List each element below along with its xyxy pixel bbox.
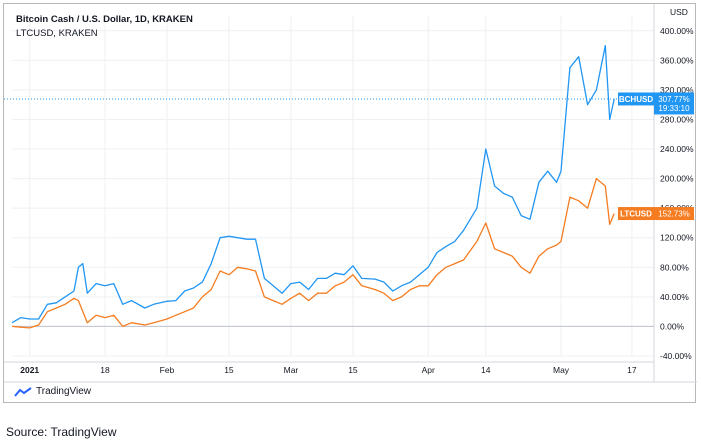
x-tick-label: Feb — [160, 365, 175, 375]
x-tick-label: 15 — [348, 365, 358, 375]
series-line-bchusd — [11, 44, 615, 324]
tradingview-logo[interactable]: TradingView — [14, 386, 91, 397]
y-tick-label: -40.00% — [660, 351, 692, 361]
series-name-tag-bchusd — [618, 92, 654, 106]
x-tick-label: Mar — [284, 365, 299, 375]
series-value-label-ltcusd: 152.73% — [658, 210, 690, 219]
source-caption: Source: TradingView — [6, 425, 117, 439]
tradingview-logo-text: TradingView — [36, 386, 92, 397]
x-tick-label: 14 — [481, 365, 491, 375]
series-value-badge-ltcusd — [654, 207, 694, 221]
y-tick-label: 280.00% — [660, 114, 694, 124]
chart-title: Bitcoin Cash / U.S. Dollar, 1D, KRAKEN — [16, 14, 193, 25]
x-tick-label: 18 — [100, 365, 110, 375]
y-tick-label: 320.00% — [660, 85, 694, 95]
tradingview-logo-icon — [14, 386, 32, 397]
series-countdown-label: 19:33:10 — [658, 104, 690, 113]
y-tick-label: 80.00% — [660, 262, 689, 272]
x-tick-label: 2021 — [20, 365, 39, 375]
y-tick-label: 240.00% — [660, 144, 694, 154]
chart-svg: 400.00% 360.00% 320.00% 280.00% 240.00% 200.0… — [4, 4, 697, 383]
y-tick-label: 40.00% — [660, 292, 689, 302]
chart-subtitle: LTCUSD, KRAKEN — [16, 28, 98, 39]
y-tick-label: 200.00% — [660, 174, 694, 184]
x-tick-label: Apr — [422, 365, 435, 375]
series-value-badge-bchusd — [654, 92, 694, 115]
y-tick-label: 400.00% — [660, 26, 694, 36]
chart-frame: 400.00% 360.00% 320.00% 280.00% 240.00% 200.0… — [3, 3, 697, 403]
y-tick-label: 0.00% — [660, 321, 685, 331]
price-axis-unit: USD — [670, 7, 688, 17]
series-line-ltcusd — [11, 177, 615, 329]
series-name-tag-ltcusd — [618, 207, 654, 221]
x-tick-label: May — [553, 365, 570, 375]
series-name-label-bchusd: BCHUSD — [619, 95, 653, 104]
x-tick-label: 17 — [627, 365, 637, 375]
series-name-label-ltcusd: LTCUSD — [620, 210, 652, 219]
y-tick-label: 360.00% — [660, 55, 694, 65]
y-tick-label: 120.00% — [660, 233, 694, 243]
series-value-label-bchusd: 307.77% — [658, 95, 690, 104]
x-tick-label: 15 — [224, 365, 234, 375]
